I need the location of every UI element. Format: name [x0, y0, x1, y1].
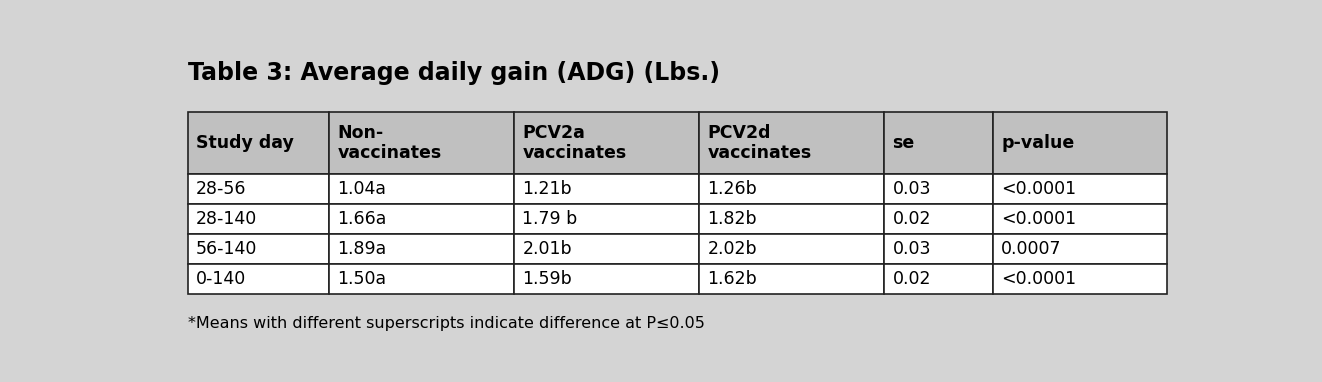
Text: 1.89a: 1.89a: [337, 240, 387, 258]
Bar: [329, 234, 514, 264]
Bar: [514, 234, 699, 264]
Text: *Means with different superscripts indicate difference at P≤0.05: *Means with different superscripts indic…: [188, 316, 705, 331]
Bar: [329, 264, 514, 295]
Bar: [993, 112, 1167, 174]
Text: 1.82b: 1.82b: [707, 210, 758, 228]
Text: <0.0001: <0.0001: [1001, 210, 1076, 228]
Text: 28-56: 28-56: [196, 180, 246, 198]
Text: 0.0007: 0.0007: [1001, 240, 1062, 258]
Text: 0.02: 0.02: [892, 270, 931, 288]
Text: <0.0001: <0.0001: [1001, 180, 1076, 198]
Text: 1.66a: 1.66a: [337, 210, 387, 228]
Text: 1.50a: 1.50a: [337, 270, 386, 288]
Text: 1.26b: 1.26b: [707, 180, 758, 198]
Text: 1.62b: 1.62b: [707, 270, 758, 288]
Text: 1.04a: 1.04a: [337, 180, 386, 198]
Text: 0.03: 0.03: [892, 180, 931, 198]
Text: Table 3: Average daily gain (ADG) (Lbs.): Table 3: Average daily gain (ADG) (Lbs.): [188, 60, 719, 84]
Bar: [699, 264, 884, 295]
Bar: [188, 204, 329, 234]
Bar: [188, 264, 329, 295]
Bar: [884, 264, 993, 295]
Text: p-value: p-value: [1001, 134, 1075, 152]
Bar: [884, 174, 993, 204]
Bar: [699, 234, 884, 264]
Text: 2.02b: 2.02b: [707, 240, 758, 258]
Bar: [699, 204, 884, 234]
Bar: [993, 204, 1167, 234]
Bar: [699, 112, 884, 174]
Bar: [514, 174, 699, 204]
Text: 1.79 b: 1.79 b: [522, 210, 578, 228]
Text: 0.03: 0.03: [892, 240, 931, 258]
Text: <0.0001: <0.0001: [1001, 270, 1076, 288]
Bar: [329, 204, 514, 234]
Text: 28-140: 28-140: [196, 210, 258, 228]
Bar: [514, 204, 699, 234]
Text: PCV2d
vaccinates: PCV2d vaccinates: [707, 124, 812, 162]
Bar: [514, 112, 699, 174]
Bar: [188, 174, 329, 204]
Bar: [884, 234, 993, 264]
Bar: [993, 174, 1167, 204]
Bar: [993, 234, 1167, 264]
Bar: [329, 112, 514, 174]
Text: se: se: [892, 134, 915, 152]
Text: Non-
vaccinates: Non- vaccinates: [337, 124, 442, 162]
Text: 2.01b: 2.01b: [522, 240, 572, 258]
Bar: [884, 112, 993, 174]
Bar: [329, 174, 514, 204]
Text: 56-140: 56-140: [196, 240, 258, 258]
Bar: [993, 264, 1167, 295]
Bar: [188, 234, 329, 264]
Text: 0-140: 0-140: [196, 270, 246, 288]
Bar: [188, 112, 329, 174]
Text: Study day: Study day: [196, 134, 293, 152]
Text: 0.02: 0.02: [892, 210, 931, 228]
Text: PCV2a
vaccinates: PCV2a vaccinates: [522, 124, 627, 162]
Bar: [884, 204, 993, 234]
Bar: [699, 174, 884, 204]
Bar: [514, 264, 699, 295]
Text: 1.21b: 1.21b: [522, 180, 572, 198]
Text: 1.59b: 1.59b: [522, 270, 572, 288]
